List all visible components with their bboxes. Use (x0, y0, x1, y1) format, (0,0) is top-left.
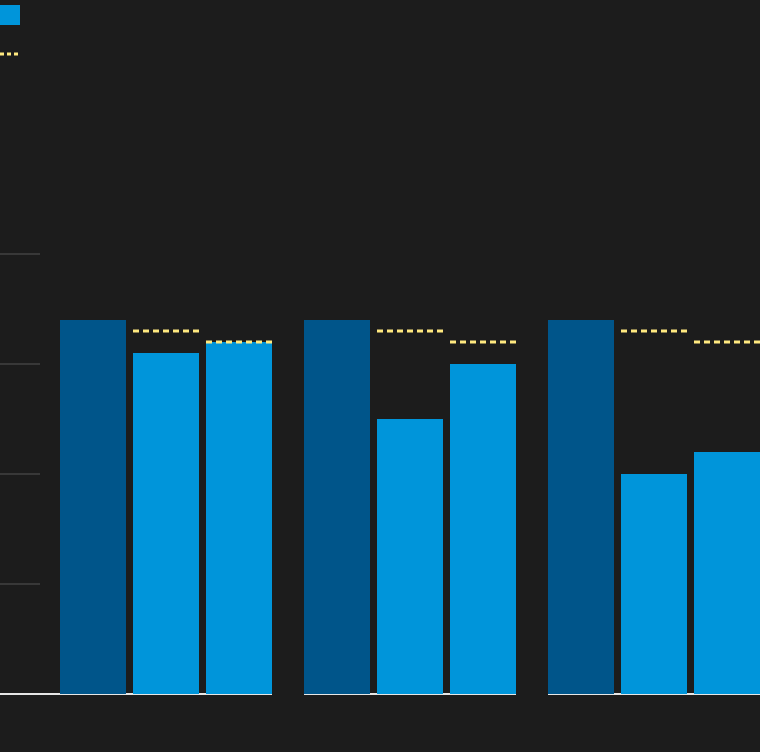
bar (621, 474, 687, 694)
legend-swatch (0, 5, 20, 25)
bar (694, 452, 760, 694)
bar (60, 320, 126, 694)
bar (450, 364, 516, 694)
bar (206, 342, 272, 694)
bar (133, 353, 199, 694)
bar (304, 320, 370, 694)
bar (548, 320, 614, 694)
bar (377, 419, 443, 694)
